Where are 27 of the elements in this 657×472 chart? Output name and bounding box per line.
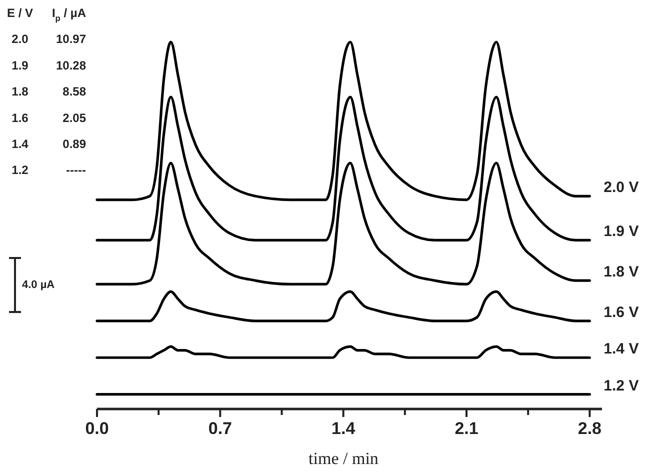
series-label: 2.0 V [604,179,639,196]
text: 0.89 [62,137,86,152]
text: 1.8 [12,84,29,99]
text: 4.0 µA [22,279,55,291]
x-tick-label: 0.7 [208,419,232,438]
x-tick-label: 2.1 [454,419,478,438]
text: E / V [6,6,34,20]
series-label: 1.9 V [604,223,639,240]
text: 10.97 [56,32,86,46]
text: ----- [66,163,86,178]
text: 1.9 [12,58,29,73]
text: 10.28 [56,58,86,73]
series-label: 1.6 V [604,304,639,321]
series-label: 1.4 V [604,340,639,358]
text: I$_{p}$ / µA [52,6,86,24]
series-label: 1.8 V [604,264,639,281]
series-label: 1.2 V [604,377,639,394]
x-axis-title: time / min [308,449,379,468]
text: 8.58 [62,84,86,99]
text: 1.6 [12,110,29,125]
text: 2.05 [62,110,86,125]
x-tick-label: 2.8 [578,419,602,438]
text: 1.2 [12,163,29,178]
text: 1.4 [12,137,29,152]
text: 2.0 [12,32,29,46]
x-tick-label: 0.0 [85,419,109,438]
x-tick-label: 1.4 [332,419,356,438]
